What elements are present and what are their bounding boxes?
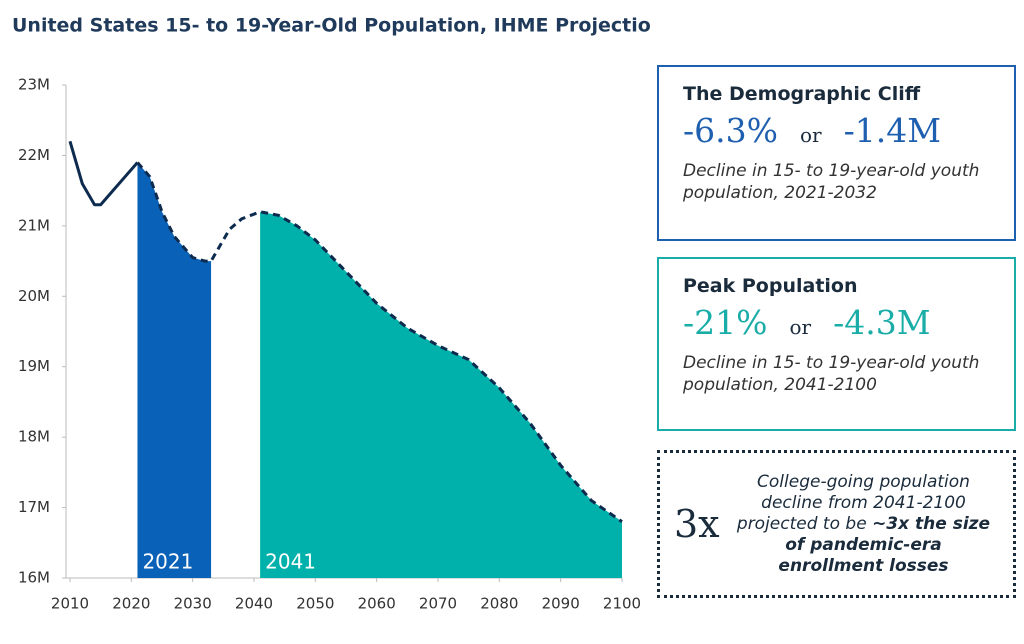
y-tick-label: 23M	[18, 76, 50, 94]
x-tick-label: 2090	[542, 595, 580, 613]
x-tick-label: 2020	[112, 595, 150, 613]
chart-title: United States 15- to 19-Year-Old Populat…	[12, 15, 650, 37]
x-tick-label: 2040	[235, 595, 273, 613]
stat-num: -1.4M	[843, 111, 942, 150]
panel-desc: Decline in 15- to 19-year-old youth popu…	[683, 161, 980, 203]
stat-pct: -6.3%	[683, 111, 778, 150]
stat-row: -21% or -4.3M	[683, 303, 990, 342]
stat-or: or	[789, 315, 812, 339]
panel-desc: Decline in 15- to 19-year-old youth popu…	[683, 353, 980, 395]
y-tick-label: 17M	[18, 498, 50, 516]
stat-pct: -21%	[683, 303, 768, 342]
x-tick-label: 2080	[480, 595, 518, 613]
y-tick-label: 16M	[18, 569, 50, 587]
stat-or: or	[800, 123, 822, 147]
area-label: 2041	[265, 550, 316, 574]
y-tick-label: 18M	[18, 428, 50, 446]
cliff-panel: The Demographic Cliff -6.3% or -1.4M Decli…	[657, 65, 1016, 241]
y-tick-label: 21M	[18, 216, 50, 234]
shaded-area	[260, 211, 622, 578]
note-panel: 3x College-going population decline from…	[657, 450, 1016, 598]
shaded-area	[137, 162, 212, 578]
note-text: College-going population decline from 20…	[736, 472, 991, 577]
x-tick-label: 2050	[296, 595, 334, 613]
stat-num: -4.3M	[833, 303, 931, 342]
series-line	[136, 161, 623, 523]
note-big: 3x	[674, 502, 720, 546]
y-tick-label: 22M	[18, 146, 50, 164]
y-tick-label: 20M	[18, 287, 50, 305]
stat-row: -6.3% or -1.4M	[683, 111, 990, 150]
chart: United States 15- to 19-Year-Old Populat…	[12, 15, 650, 613]
panel-title: Peak Population	[683, 275, 858, 297]
series-line	[68, 140, 139, 207]
peak-panel: Peak Population -21% or -4.3M Decline in 1…	[657, 257, 1016, 431]
x-tick-label: 2010	[51, 595, 89, 613]
x-tick-label: 2030	[174, 595, 212, 613]
y-tick-label: 19M	[18, 357, 50, 375]
panel-title: The Demographic Cliff	[683, 83, 921, 105]
area-label: 2021	[142, 550, 193, 574]
x-tick-label: 2070	[419, 595, 457, 613]
x-tick-label: 2060	[358, 595, 396, 613]
note-bold: ~3x the size of pandemic-era enrollment …	[778, 513, 991, 576]
x-tick-label: 2100	[603, 595, 641, 613]
note-plain: College-going population decline from 20…	[736, 471, 970, 534]
